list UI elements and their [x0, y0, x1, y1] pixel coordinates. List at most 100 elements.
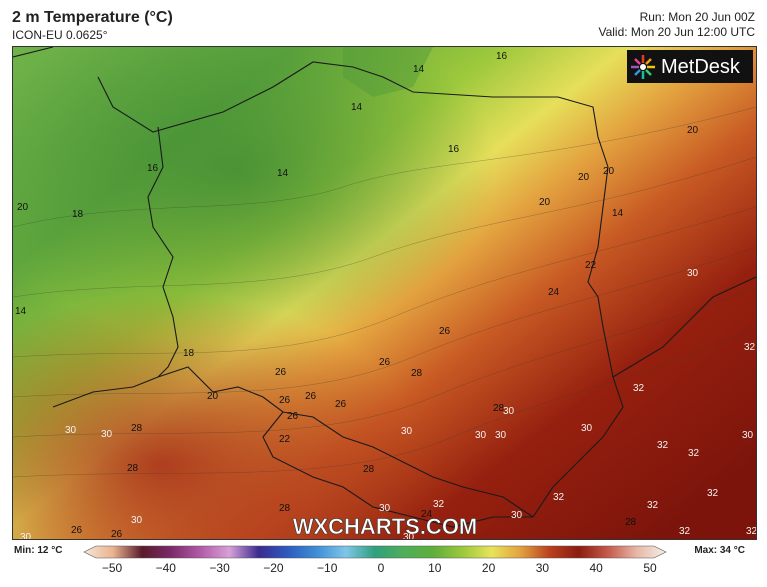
contour-label: 32: [746, 526, 756, 537]
legend-tick-label: 40: [589, 561, 603, 575]
contour-label: 28: [363, 464, 375, 475]
western-border: [147, 126, 179, 378]
legend-min: Min: 12 °C: [14, 545, 63, 556]
contour-label: 20: [17, 202, 29, 213]
logo-text: MetDesk: [661, 56, 741, 78]
contour-label: 28: [493, 403, 505, 414]
contour-label: 28: [411, 368, 423, 379]
southern-border: [157, 366, 534, 518]
contour-label: 22: [585, 260, 597, 271]
legend-tick-label: −30: [209, 561, 230, 575]
contour-label: 20: [539, 197, 551, 208]
wxcharts-watermark: WXCHARTS.COM: [293, 514, 478, 539]
contour-label: 26: [439, 326, 451, 337]
legend-tick-label: 0: [377, 561, 385, 575]
contour-label: 30: [65, 425, 77, 436]
contour-label: 30: [379, 503, 391, 514]
contour-label: 24: [548, 287, 560, 298]
contour-label: 14: [413, 64, 425, 75]
legend: Min: 12 °C Max: 34 °C −50 −40 −30 −20 −10 0 10…: [0, 541, 767, 587]
valid-time: Valid: Mon 20 Jun 12:00 UTC: [598, 25, 755, 39]
contour-label: 32: [433, 499, 445, 510]
contour-label: 30: [742, 430, 754, 441]
baltic-sea: [343, 47, 433, 97]
contour-label: 30: [503, 406, 515, 417]
contour-label: 28: [625, 517, 637, 528]
hot-region: [13, 47, 756, 539]
contour-label: 14: [15, 306, 27, 317]
contour-lines: [13, 106, 756, 478]
contour-label: 14: [612, 208, 624, 219]
legend-ticks: −50 −40 −30 −20 −10 0 10 20 30 40 50: [0, 561, 767, 581]
contour-label: 26: [379, 357, 391, 368]
contour-label: 20: [603, 166, 615, 177]
contour-label: 30: [403, 532, 415, 539]
contour-label: 32: [553, 492, 565, 503]
contour-label: 30: [131, 515, 143, 526]
contour-label: 28: [131, 423, 143, 434]
contour-label: 24: [421, 509, 433, 520]
contour-label: 30: [401, 426, 413, 437]
map-canvas: MetDesk WXCHARTS.COM 16 14 14 16 20 16 14 20 18 2…: [13, 47, 756, 539]
run-time: Run: Mon 20 Jun 00Z: [639, 10, 755, 24]
legend-colorbar-fill: [83, 545, 667, 559]
eastern-border: [532, 96, 624, 518]
legend-max: Max: 34 °C: [694, 545, 745, 556]
contour-label: 32: [707, 488, 719, 499]
country-borders: [13, 47, 756, 528]
contour-label: 18: [72, 209, 84, 220]
contour-label: 30: [20, 532, 32, 539]
contour-label: 26: [305, 391, 317, 402]
legend-tick-label: −10: [317, 561, 338, 575]
contour-label: 26: [71, 525, 83, 536]
contour-label: 26: [111, 529, 123, 539]
contour-label: 32: [633, 383, 645, 394]
contour-label: 32: [657, 440, 669, 451]
legend-tick-label: 50: [643, 561, 657, 575]
temperature-map: MetDesk WXCHARTS.COM 16 14 14 16 20 16 14 20 18 2…: [12, 46, 757, 540]
contour-label: 26: [287, 411, 299, 422]
contour-label: 26: [279, 395, 291, 406]
model-label: ICON-EU 0.0625°: [12, 28, 108, 42]
contour-label: 28: [127, 463, 139, 474]
ukraine-border: [612, 276, 756, 378]
contour-label: 30: [581, 423, 593, 434]
legend-colorbar: [83, 545, 667, 559]
contour-label: 32: [688, 448, 700, 459]
legend-tick-label: 30: [535, 561, 550, 575]
contour-label: 16: [496, 51, 508, 62]
contour-label: 18: [183, 348, 195, 359]
czech-border-west: [52, 376, 159, 408]
chart-header-right: Run: Mon 20 Jun 00Z Valid: Mon 20 Jun 12…: [598, 10, 755, 40]
contour-label: 28: [279, 503, 291, 514]
legend-tick-label: −50: [101, 561, 123, 575]
legend-tick-label: 20: [481, 561, 496, 575]
legend-tick-label: −20: [263, 561, 284, 575]
contour-label: 30: [687, 268, 699, 279]
contour-label: 32: [647, 500, 659, 511]
contour-label: 14: [277, 168, 289, 179]
contour-label: 30: [511, 510, 523, 521]
contour-label: 26: [335, 399, 347, 410]
contour-label: 20: [687, 125, 699, 136]
contour-label: 20: [207, 391, 219, 402]
contour-label: 32: [679, 526, 691, 537]
contour-label: 30: [101, 429, 113, 440]
legend-tick-label: −40: [155, 561, 176, 575]
contour-value-labels: 16 14 14 16 20 16 14 20 18 20 20 20 14 22 30 24 14 26 18 26…: [15, 51, 756, 539]
chart-header-left: 2 m Temperature (°C) ICON-EU 0.0625°: [12, 8, 173, 43]
map-title: 2 m Temperature (°C): [12, 9, 173, 26]
contour-label: 32: [744, 342, 756, 353]
contour-label: 30: [495, 430, 507, 441]
contour-label: 22: [279, 434, 291, 445]
slovak-border: [262, 411, 533, 528]
contour-label: 26: [275, 367, 287, 378]
legend-tick-label: 10: [428, 561, 442, 575]
metdesk-logo: MetDesk: [627, 50, 753, 83]
contour-label: 14: [351, 102, 363, 113]
contour-label: 30: [475, 430, 487, 441]
contour-label: 20: [578, 172, 590, 183]
logo-star-icon: [631, 55, 655, 79]
contour-label: 16: [448, 144, 460, 155]
coast-border: [97, 61, 558, 133]
